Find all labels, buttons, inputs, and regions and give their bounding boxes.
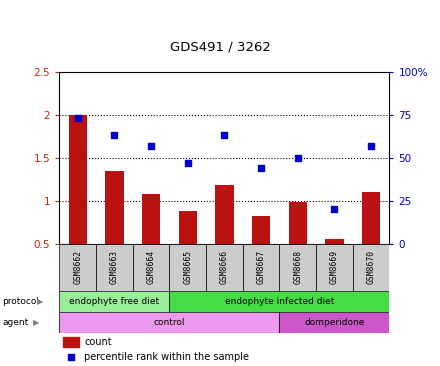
Point — [257, 165, 264, 171]
Bar — [63, 337, 79, 347]
Text: ▶: ▶ — [37, 297, 43, 306]
Point — [111, 132, 118, 138]
Text: endophyte free diet: endophyte free diet — [70, 297, 159, 306]
Bar — [279, 312, 389, 333]
Bar — [252, 216, 270, 244]
Text: count: count — [84, 337, 112, 347]
Bar — [96, 244, 133, 291]
Bar — [179, 211, 197, 244]
Bar — [142, 194, 160, 244]
Point — [184, 160, 191, 166]
Text: GSM8662: GSM8662 — [73, 250, 82, 284]
Text: protocol: protocol — [2, 297, 39, 306]
Bar — [215, 185, 234, 244]
Text: GSM8670: GSM8670 — [367, 250, 376, 284]
Text: GSM8663: GSM8663 — [110, 250, 119, 284]
Bar — [133, 244, 169, 291]
Text: GSM8669: GSM8669 — [330, 250, 339, 284]
Text: GSM8667: GSM8667 — [257, 250, 266, 284]
Bar — [316, 244, 353, 291]
Text: ▶: ▶ — [33, 318, 40, 327]
Bar — [243, 244, 279, 291]
Text: endophyte infected diet: endophyte infected diet — [225, 297, 334, 306]
Bar — [59, 291, 169, 312]
Text: percentile rank within the sample: percentile rank within the sample — [84, 352, 249, 362]
Bar — [289, 202, 307, 244]
Bar — [325, 239, 344, 244]
Text: GSM8668: GSM8668 — [293, 250, 302, 284]
Bar — [206, 244, 243, 291]
Point — [67, 354, 74, 360]
Point — [331, 206, 338, 212]
Point — [147, 143, 154, 149]
Bar — [279, 244, 316, 291]
Point — [367, 143, 374, 149]
Text: agent: agent — [2, 318, 29, 327]
Bar — [169, 244, 206, 291]
Text: GDS491 / 3262: GDS491 / 3262 — [169, 40, 271, 53]
Bar — [69, 115, 87, 244]
Bar — [362, 192, 380, 244]
Bar — [59, 312, 279, 333]
Point — [221, 132, 228, 138]
Text: GSM8666: GSM8666 — [220, 250, 229, 284]
Point — [294, 155, 301, 161]
Point — [74, 115, 81, 121]
Text: GSM8665: GSM8665 — [183, 250, 192, 284]
Bar — [105, 171, 124, 244]
Bar — [169, 291, 389, 312]
Text: control: control — [154, 318, 185, 327]
Bar — [353, 244, 389, 291]
Text: GSM8664: GSM8664 — [147, 250, 156, 284]
Bar — [59, 244, 96, 291]
Text: domperidone: domperidone — [304, 318, 365, 327]
